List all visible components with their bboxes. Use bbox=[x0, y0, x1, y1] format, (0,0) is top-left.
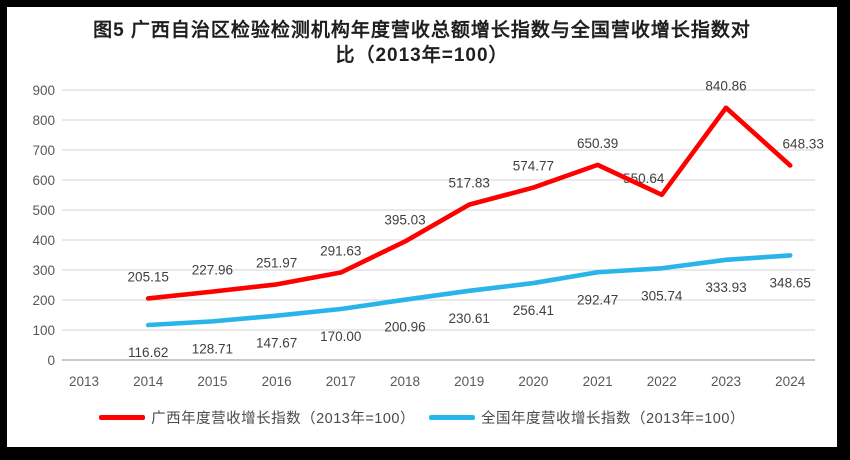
data-label-0-2024: 648.33 bbox=[783, 137, 824, 152]
x-tick-label-2024: 2024 bbox=[775, 374, 806, 389]
y-tick-label-300: 300 bbox=[32, 263, 55, 278]
y-tick-label-0: 0 bbox=[47, 353, 55, 368]
x-tick-label-2019: 2019 bbox=[454, 374, 484, 389]
data-label-1-2021: 292.47 bbox=[577, 292, 618, 307]
data-label-0-2020: 574.77 bbox=[513, 159, 554, 174]
legend-item-national: 全国年度营收增长指数（2013年=100） bbox=[429, 407, 745, 428]
y-tick-label-400: 400 bbox=[32, 233, 55, 248]
legend-swatch-red-line-icon bbox=[99, 415, 146, 420]
data-label-0-2014: 205.15 bbox=[128, 269, 169, 284]
legend-label-national: 全国年度营收增长指数（2013年=100） bbox=[481, 411, 745, 427]
series-line-0 bbox=[145, 105, 793, 301]
chart-title-line-2: 比（2013年=100） bbox=[335, 45, 509, 66]
x-tick-label-2023: 2023 bbox=[711, 374, 741, 389]
x-tick-label-2016: 2016 bbox=[262, 374, 292, 389]
data-label-1-2024: 348.65 bbox=[770, 275, 811, 290]
data-label-1-2014: 116.62 bbox=[128, 345, 168, 360]
data-label-1-2022: 305.74 bbox=[641, 288, 683, 303]
data-label-0-2016: 251.97 bbox=[256, 255, 297, 270]
legend-label-guangxi: 广西年度营收增长指数（2013年=100） bbox=[151, 411, 415, 427]
series-line-1 bbox=[145, 253, 793, 328]
data-label-0-2017: 291.63 bbox=[320, 244, 361, 259]
chart-title-line-1: 图5 广西自治区检验检测机构年度营收总额增长指数与全国营收增长指数对 bbox=[93, 20, 751, 41]
chart-canvas bbox=[7, 7, 837, 447]
data-label-1-2019: 230.61 bbox=[449, 311, 490, 326]
data-label-1-2016: 147.67 bbox=[256, 336, 297, 351]
x-tick-label-2017: 2017 bbox=[326, 374, 356, 389]
data-label-0-2018: 395.03 bbox=[384, 212, 425, 227]
y-tick-label-800: 800 bbox=[32, 113, 55, 128]
data-label-0-2021: 650.39 bbox=[577, 136, 618, 151]
legend-item-guangxi: 广西年度营收增长指数（2013年=100） bbox=[99, 407, 415, 428]
data-label-1-2018: 200.96 bbox=[384, 320, 425, 335]
y-tick-label-900: 900 bbox=[32, 83, 55, 98]
data-label-1-2020: 256.41 bbox=[513, 303, 554, 318]
legend-swatch-blue-line-icon bbox=[429, 415, 475, 420]
chart-title: 图5 广西自治区检验检测机构年度营收总额增长指数与全国营收增长指数对 比（201… bbox=[7, 18, 837, 68]
x-tick-label-2020: 2020 bbox=[518, 374, 548, 389]
y-tick-label-100: 100 bbox=[32, 323, 55, 338]
x-tick-label-2021: 2021 bbox=[583, 374, 613, 389]
x-tick-label-2022: 2022 bbox=[647, 374, 677, 389]
data-label-0-2019: 517.83 bbox=[449, 176, 490, 191]
y-tick-label-600: 600 bbox=[32, 173, 55, 188]
x-tick-label-2013: 2013 bbox=[69, 374, 99, 389]
y-tick-label-700: 700 bbox=[32, 143, 55, 158]
data-label-1-2017: 170.00 bbox=[320, 329, 361, 344]
y-tick-label-500: 500 bbox=[32, 203, 55, 218]
data-label-0-2023: 840.86 bbox=[705, 79, 746, 94]
x-tick-label-2015: 2015 bbox=[197, 374, 227, 389]
legend: 广西年度营收增长指数（2013年=100） 全国年度营收增长指数（2013年=1… bbox=[7, 407, 837, 428]
data-label-1-2023: 333.93 bbox=[705, 280, 746, 295]
y-tick-label-200: 200 bbox=[32, 293, 55, 308]
x-tick-label-2018: 2018 bbox=[390, 374, 420, 389]
x-tick-label-2014: 2014 bbox=[133, 374, 164, 389]
data-label-1-2015: 128.71 bbox=[192, 341, 233, 356]
data-label-0-2015: 227.96 bbox=[192, 263, 233, 278]
